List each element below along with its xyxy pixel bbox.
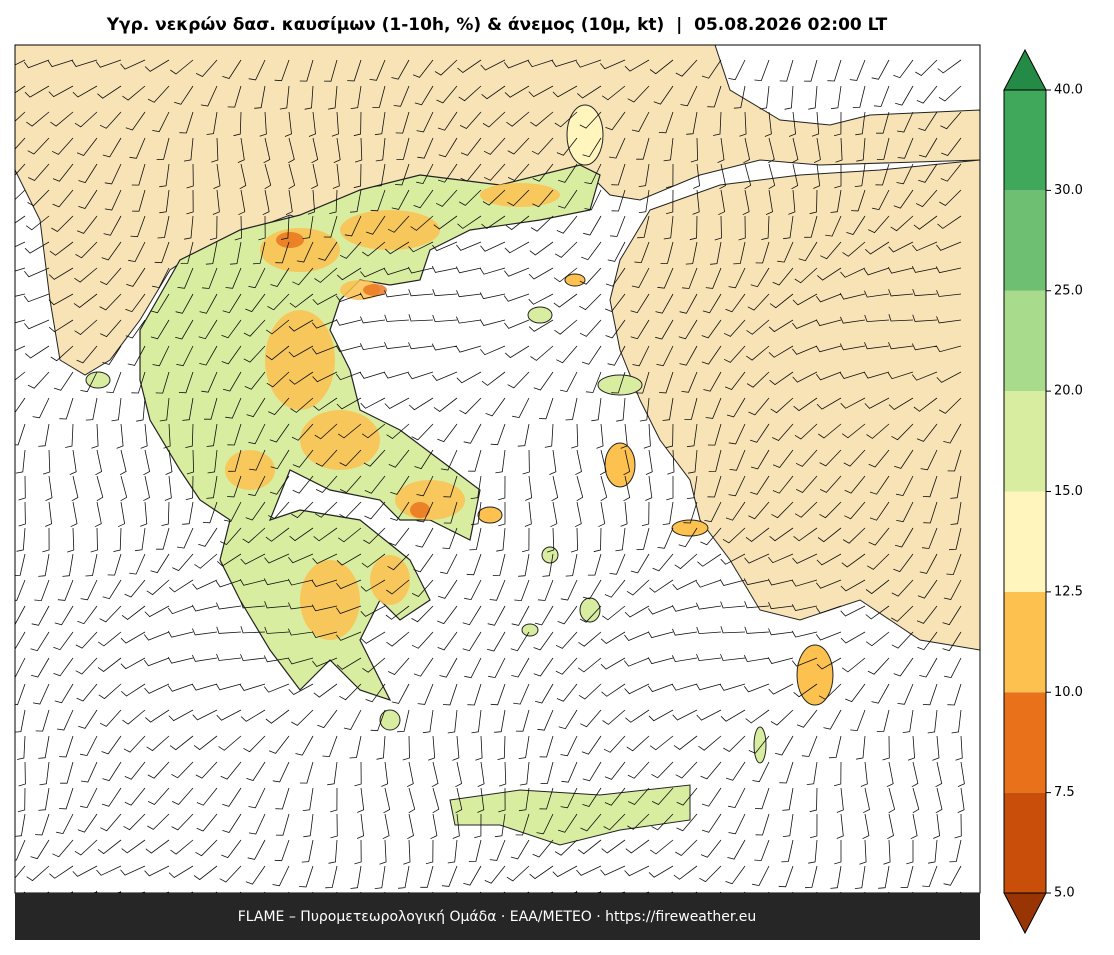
colorbar-segment xyxy=(1004,491,1046,592)
colorbar-tick-label: 7.5 xyxy=(1054,785,1075,800)
footer-bar xyxy=(15,893,980,940)
anatolia-land xyxy=(609,159,980,651)
colorbar-over xyxy=(1003,48,1047,91)
colorbar-segment xyxy=(1004,290,1046,392)
colorbar-under xyxy=(1003,892,1047,935)
very-dry-patches xyxy=(276,232,430,518)
map-area xyxy=(15,45,980,893)
colorbar-tick-label: 20.0 xyxy=(1054,384,1083,399)
colorbar-tick-label: 40.0 xyxy=(1054,83,1083,98)
colorbar-segment xyxy=(1004,391,1046,492)
colorbar-tick-label: 12.5 xyxy=(1054,584,1083,599)
colorbar-tick-label: 5.0 xyxy=(1054,886,1075,901)
colorbar-tick-label: 25.0 xyxy=(1054,283,1083,298)
colorbar-segment xyxy=(1004,792,1046,893)
wind-barbs xyxy=(15,59,965,893)
colorbar-tick-label: 10.0 xyxy=(1054,685,1083,700)
colorbar: 5.0 7.5 10.0 12.5 15.0 20.0 25.0 30.0 40.0 xyxy=(1003,48,1083,935)
colorbar-tick-label: 30.0 xyxy=(1054,183,1083,198)
islands xyxy=(85,104,834,846)
colorbar-segment xyxy=(1004,692,1046,793)
wind-barb-field xyxy=(15,59,965,893)
colorbar-segment xyxy=(1004,591,1046,693)
footer-text: FLAME – Πυρομετεωρολογική Ομάδα · ΕΑΑ/ME… xyxy=(238,909,757,925)
map-title: Υγρ. νεκρών δασ. καυσίμων (1-10h, %) & ά… xyxy=(106,15,888,35)
colorbar-segment xyxy=(1004,190,1046,291)
colorbar-tick-label: 15.0 xyxy=(1054,484,1083,499)
colorbar-segment xyxy=(1004,90,1046,191)
